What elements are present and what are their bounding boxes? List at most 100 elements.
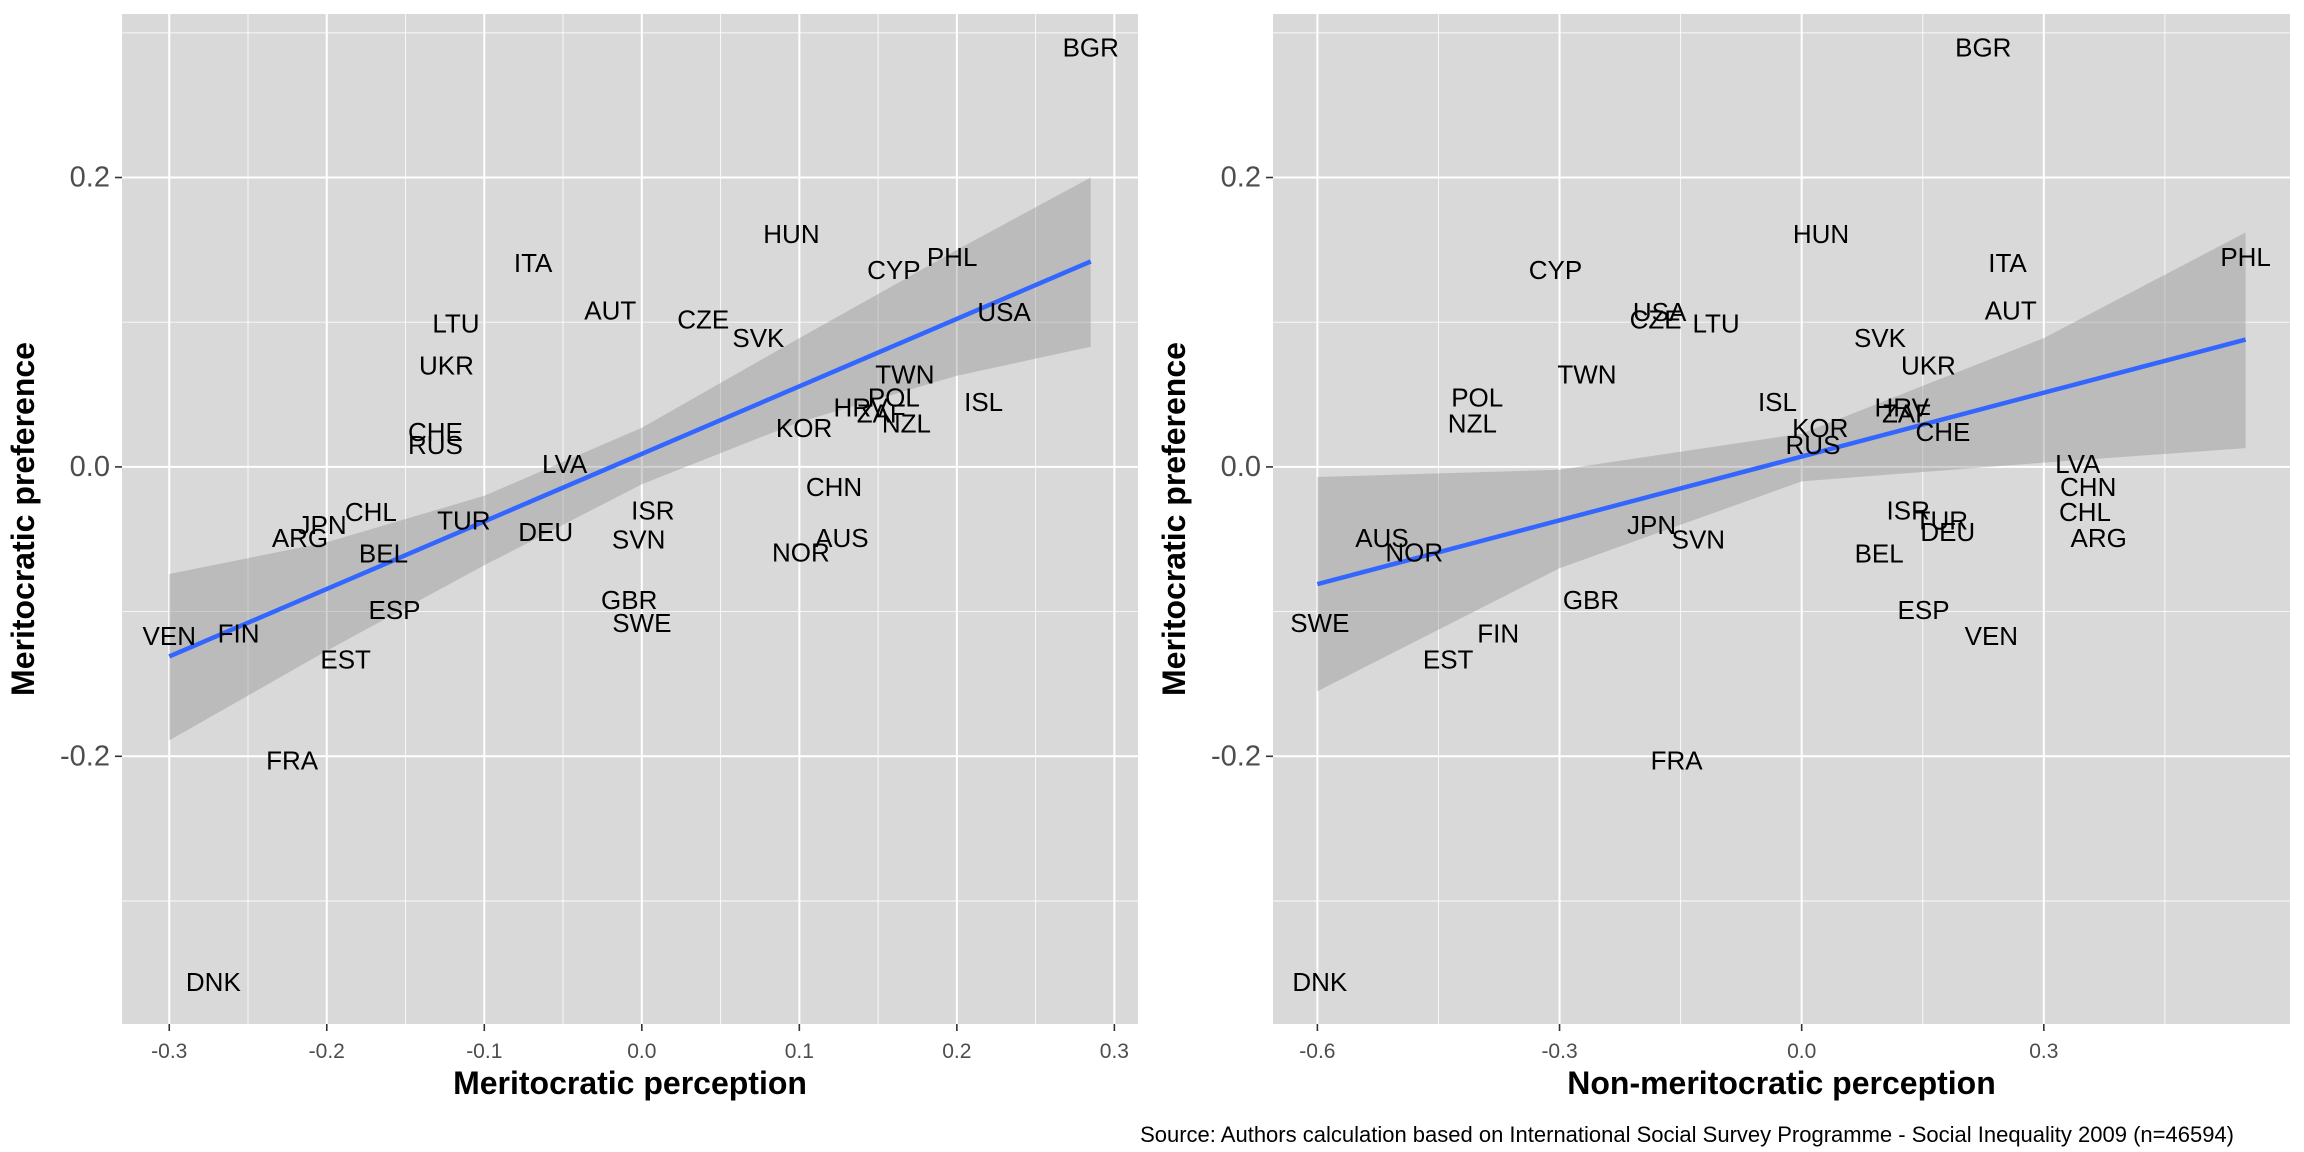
x-tick-label: 0.0	[627, 1040, 656, 1063]
country-label: DEU	[518, 517, 573, 547]
country-label: GBR	[1563, 585, 1619, 615]
country-label: RUS	[408, 430, 463, 460]
country-label: CYP	[1529, 255, 1582, 285]
country-label: ESP	[1898, 595, 1950, 625]
x-tick-label: -0.3	[1541, 1040, 1577, 1063]
y-tick-label: 0.0	[1221, 451, 1261, 483]
country-label: CHE	[408, 417, 463, 447]
country-label: SVK	[732, 323, 785, 353]
country-label: VEN	[143, 621, 196, 651]
country-label: UKR	[1901, 351, 1956, 381]
y-axis-title: Meritocratic preference	[1156, 342, 1192, 696]
y-tick-label: -0.2	[60, 740, 110, 772]
country-label: ARG	[272, 523, 328, 553]
y-tick-label: 0.0	[70, 451, 110, 483]
country-label: NOR	[1385, 537, 1443, 567]
country-label: FRA	[266, 746, 319, 776]
country-label: CHN	[2060, 472, 2116, 502]
y-tick-label: -0.2	[1211, 740, 1261, 772]
regression-line	[1316, 337, 2247, 587]
country-label: JPN	[1627, 510, 1676, 540]
country-label: CHE	[1915, 417, 1970, 447]
country-label: HUN	[1793, 219, 1849, 249]
y-tick-label: 0.2	[1221, 162, 1261, 194]
country-label: FIN	[1477, 618, 1519, 648]
country-label: HUN	[763, 219, 819, 249]
y-tick-label: 0.2	[70, 162, 110, 194]
country-label: RUS	[1786, 430, 1841, 460]
country-label: ESP	[368, 595, 420, 625]
country-label: ISR	[1887, 495, 1930, 525]
country-label: CHL	[2059, 497, 2111, 527]
country-label: DEU	[1920, 517, 1975, 547]
country-label: BGR	[1955, 32, 2011, 62]
country-label: USA	[977, 297, 1031, 327]
country-label: SVN	[1672, 524, 1725, 554]
country-label: POL	[868, 382, 920, 412]
country-label: DNK	[186, 967, 242, 997]
x-tick-label: 0.1	[785, 1040, 814, 1063]
country-label: ARG	[2071, 523, 2127, 553]
country-label: AUS	[815, 523, 868, 553]
country-label: AUT	[1985, 296, 2037, 326]
country-label: KOR	[776, 413, 832, 443]
x-tick-label: -0.6	[1299, 1040, 1335, 1063]
country-label: BGR	[1063, 32, 1119, 62]
source-caption: Source: Authors calculation based on Int…	[1140, 1122, 2234, 1147]
country-label: CZE	[677, 304, 729, 334]
country-label: SWE	[1290, 608, 1349, 638]
country-label: TWN	[875, 359, 934, 389]
country-label: NOR	[772, 537, 830, 567]
country-label: EST	[320, 644, 371, 674]
x-tick-label: -0.2	[309, 1040, 345, 1063]
country-label: ZAF	[1882, 398, 1931, 428]
country-label: ITA	[1988, 248, 2027, 278]
y-axis-title: Meritocratic preference	[5, 342, 41, 696]
country-label: ZAF	[857, 398, 906, 428]
country-label: ISR	[631, 495, 674, 525]
country-label: CHN	[806, 472, 862, 502]
x-tick-label: 0.3	[2029, 1040, 2058, 1063]
country-label: HRV	[1875, 393, 1930, 423]
country-label: BEL	[1855, 539, 1904, 569]
country-label: LTU	[432, 309, 479, 339]
country-label: TUR	[437, 505, 490, 535]
regression-line	[168, 259, 1092, 659]
country-label: GBR	[601, 585, 657, 615]
country-label: AUS	[1355, 523, 1408, 553]
country-label: NZL	[882, 408, 931, 438]
country-label: ISL	[964, 387, 1003, 417]
country-label: TWN	[1557, 359, 1616, 389]
country-label: TUR	[1915, 505, 1968, 535]
x-tick-label: -0.3	[151, 1040, 187, 1063]
country-label: POL	[1451, 382, 1503, 412]
country-label: SVK	[1854, 323, 1907, 353]
country-label: JPN	[297, 510, 346, 540]
country-label: FRA	[1651, 746, 1704, 776]
x-tick-label: -0.1	[466, 1040, 502, 1063]
country-label: NZL	[1448, 408, 1497, 438]
country-label: VEN	[1965, 621, 2018, 651]
country-label: SVN	[612, 524, 665, 554]
country-label: UKR	[419, 351, 474, 381]
country-label: SWE	[612, 608, 671, 638]
country-label: CHL	[345, 497, 397, 527]
x-tick-label: 0.2	[942, 1040, 971, 1063]
country-label: LTU	[1693, 309, 1740, 339]
country-label: CZE	[1630, 304, 1682, 334]
x-axis-title: Non-meritocratic perception	[1567, 1065, 1996, 1101]
x-tick-label: 0.3	[1100, 1040, 1129, 1063]
country-label: PHL	[927, 242, 978, 272]
country-label: DNK	[1292, 967, 1348, 997]
country-label: USA	[1633, 297, 1687, 327]
country-label: CYP	[867, 255, 920, 285]
country-label: LVA	[2055, 449, 2101, 479]
x-axis-title: Meritocratic perception	[453, 1065, 807, 1101]
country-label: AUT	[584, 296, 636, 326]
plot-background	[1273, 14, 2290, 1024]
country-label: EST	[1423, 644, 1474, 674]
plot-background	[122, 14, 1138, 1024]
